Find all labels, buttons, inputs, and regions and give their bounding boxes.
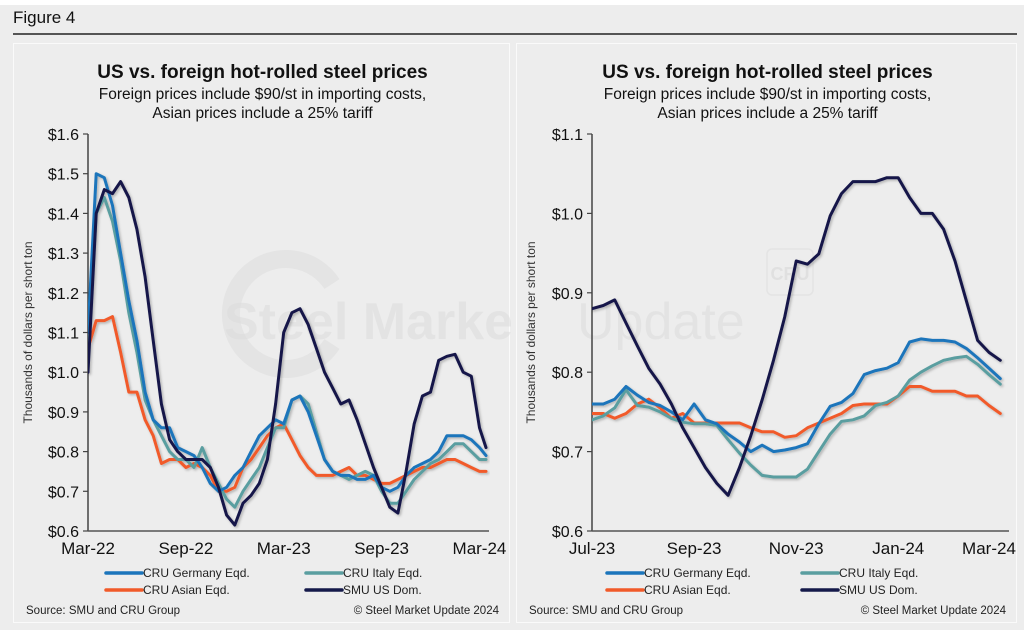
legend-label: CRU Asian Eqd. <box>143 583 230 597</box>
series-line-cru-asian-eqd <box>88 315 488 493</box>
figure-frame <box>0 5 1024 630</box>
y-tick-label: $1.1 <box>552 127 583 144</box>
series-line-cru-germany-eqd <box>592 337 1002 454</box>
y-tick-label: $1.5 <box>48 167 79 184</box>
legend-label: SMU US Dom. <box>343 583 422 597</box>
copyright-note: © Steel Market Update 2024 <box>861 605 1007 617</box>
y-tick-label: $1.2 <box>48 286 79 303</box>
x-tick-label: Mar-23 <box>257 539 311 558</box>
chart-subtitle: Foreign prices include $90/st in importi… <box>604 86 931 103</box>
series-group <box>592 176 1002 497</box>
y-tick-label: $1.0 <box>552 206 583 223</box>
x-tick-label: Nov-23 <box>769 539 824 558</box>
line-chart-left: US vs. foreign hot-rolled steel prices Fo… <box>21 62 511 617</box>
copyright-note: © Steel Market Update 2024 <box>354 605 500 617</box>
chart-subtitle: Asian prices include a 25% tariff <box>657 105 878 122</box>
line-chart-right: US vs. foreign hot-rolled steel prices Fo… <box>524 62 1016 617</box>
y-tick-label: $0.9 <box>552 286 583 303</box>
y-tick-label: $1.4 <box>48 206 79 223</box>
legend-label: SMU US Dom. <box>839 583 918 597</box>
series-line-smu-us-dom <box>88 180 488 527</box>
chart-subtitle: Foreign prices include $90/st in importi… <box>99 86 426 103</box>
figure-label: Figure 4 <box>13 8 76 27</box>
chart-panel-right: US vs. foreign hot-rolled steel prices Fo… <box>516 43 1017 623</box>
y-axis-label: Thousands of dollars per short ton <box>21 241 35 423</box>
y-tick-label: $0.8 <box>48 445 79 462</box>
y-tick-label: $1.3 <box>48 246 79 263</box>
y-tick-label: $0.8 <box>552 365 583 382</box>
series-line-cru-italy-eqd <box>592 354 1002 479</box>
watermark-swoosh-icon <box>221 250 340 378</box>
chart-title: US vs. foreign hot-rolled steel prices <box>602 62 932 83</box>
watermark-logo: Steel Market <box>221 250 511 378</box>
legend-label: CRU Italy Eqd. <box>839 566 918 580</box>
series-group <box>88 172 488 527</box>
watermark-update-text: Update <box>577 293 745 351</box>
chart-title: US vs. foreign hot-rolled steel prices <box>97 62 427 83</box>
x-tick-label: Mar-24 <box>453 539 507 558</box>
y-tick-label: $1.6 <box>48 127 79 144</box>
figure-rule <box>13 33 1017 35</box>
x-tick-label: Sep-23 <box>667 539 722 558</box>
chart-subtitle: Asian prices include a 25% tariff <box>152 105 373 122</box>
watermark-text: Steel Market <box>224 293 511 351</box>
chart-panel-left: US vs. foreign hot-rolled steel prices Fo… <box>13 43 511 623</box>
watermark-cru-text: CRU <box>771 264 810 284</box>
legend-label: CRU Asian Eqd. <box>644 583 731 597</box>
series-line-smu-us-dom <box>592 176 1002 497</box>
y-tick-label: $0.6 <box>48 524 79 541</box>
y-tick-label: $1.0 <box>48 365 79 382</box>
x-tick-label: Jan-24 <box>872 539 924 558</box>
y-tick-label: $0.7 <box>552 445 583 462</box>
legend-label: CRU Italy Eqd. <box>343 566 422 580</box>
x-tick-label: Mar-22 <box>61 539 115 558</box>
y-tick-label: $0.6 <box>552 524 583 541</box>
y-tick-label: $0.7 <box>48 484 79 501</box>
series-line-cru-germany-eqd <box>88 172 488 493</box>
x-tick-label: Sep-22 <box>158 539 213 558</box>
source-note: Source: SMU and CRU Group <box>529 605 683 617</box>
x-tick-label: Sep-23 <box>354 539 409 558</box>
legend-label: CRU Germany Eqd. <box>644 566 751 580</box>
y-tick-label: $1.1 <box>48 326 79 343</box>
y-axis-label: Thousands of dollars per short ton <box>524 241 538 423</box>
legend-label: CRU Germany Eqd. <box>143 566 250 580</box>
x-tick-label: Mar-24 <box>962 539 1016 558</box>
y-tick-label: $0.9 <box>48 405 79 422</box>
source-note: Source: SMU and CRU Group <box>26 605 180 617</box>
x-tick-label: Jul-23 <box>569 539 615 558</box>
series-line-cru-asian-eqd <box>592 385 1002 439</box>
